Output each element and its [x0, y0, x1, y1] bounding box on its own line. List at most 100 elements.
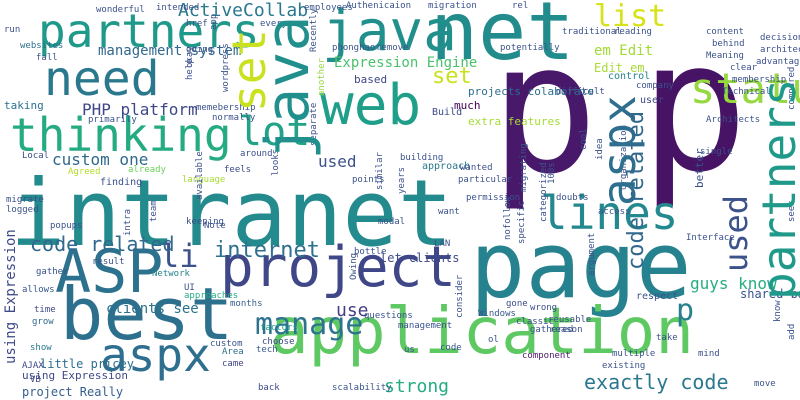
word-Local: time	[34, 305, 56, 315]
word-app: websites	[20, 41, 64, 51]
word-around: show	[30, 343, 52, 353]
word-management-system: exactly code	[584, 370, 729, 394]
word-years: gathered	[530, 325, 574, 335]
word-status: aspx	[100, 328, 211, 382]
word-Agreed: gather	[36, 267, 69, 277]
word-management: UI	[184, 283, 195, 293]
word-ActiveCollab: list	[594, 0, 667, 34]
word-page: page	[470, 212, 692, 319]
word-p-large-1: p	[490, 5, 599, 214]
word-ASP: ASP	[55, 237, 164, 307]
word-available: particular	[458, 175, 513, 185]
word-permission: reason	[550, 325, 583, 335]
word-easy: result	[92, 257, 125, 267]
word-net: net	[430, 0, 575, 78]
word-p-large-2: p	[640, 3, 749, 212]
word-li: status	[690, 64, 800, 113]
word-Edit-em: used	[318, 152, 357, 171]
word-back: us	[404, 345, 415, 355]
word-migrating: consider	[455, 274, 465, 318]
word-tech: component	[522, 351, 571, 361]
word-set: set	[222, 28, 276, 112]
word-custom: classic	[516, 317, 554, 327]
word-allows: custom	[210, 339, 243, 349]
word-run: AJAX	[22, 361, 44, 371]
word-thinking: thinking	[10, 108, 232, 162]
word-logged: cool	[579, 128, 589, 150]
word-inside: keeping	[186, 217, 224, 227]
word-migration: feels	[224, 165, 252, 175]
word-project-Really: clients see	[106, 301, 199, 317]
word-okay: intended	[156, 3, 200, 13]
word-decision: phonghao	[332, 43, 376, 53]
word-code-related: code related	[624, 111, 649, 270]
word-language: grow	[32, 317, 54, 327]
word-looking: Note	[204, 221, 226, 231]
word-code: approach	[422, 161, 471, 172]
word-seek: clear	[730, 63, 758, 73]
word-internet: manage	[255, 307, 364, 342]
word-em-Edit: use	[336, 300, 369, 321]
word-reason: Interface	[686, 233, 735, 243]
word-let-clients: Expression Engine	[334, 55, 478, 71]
word-used: used	[717, 194, 755, 272]
word-crystal: logged	[6, 205, 39, 215]
word-potentially: memebership	[196, 103, 256, 113]
word-company: primarily	[88, 115, 137, 125]
word-guys-know: internet	[214, 238, 320, 263]
word-entry: team	[149, 200, 159, 222]
word-employees: language	[182, 175, 226, 185]
word-wordpress: Authenicaion	[346, 1, 412, 11]
word-multiple: better	[693, 148, 706, 188]
word-Build: extra features	[468, 115, 561, 128]
word-VB: questions	[364, 311, 413, 321]
word-categorized: mind	[698, 349, 720, 359]
word-phonghao: help	[185, 58, 195, 80]
word-help: employees	[304, 3, 353, 13]
word-popups: doubts	[556, 193, 589, 203]
word-UI: respect	[636, 291, 679, 302]
word-PHP-platform: ActiveCollab	[178, 0, 309, 21]
word-months: control	[608, 71, 651, 82]
word-100s: ol	[488, 335, 499, 345]
word-keeping: wanted	[460, 163, 493, 173]
word-component: taking	[4, 99, 44, 112]
word-difficult: normally	[212, 113, 256, 123]
word-manage: lot	[238, 109, 311, 155]
word-check: popups	[50, 221, 83, 231]
word-scalability: months	[230, 299, 263, 309]
word-want: existing	[602, 361, 646, 371]
word-team: migrating	[519, 143, 529, 192]
word-wrong: Build	[432, 107, 463, 118]
word-Interface: Meaning	[706, 51, 744, 61]
word-clients-see: guys know	[690, 274, 777, 293]
word-shared-basic: management system	[98, 43, 242, 59]
word-existing: access	[598, 207, 631, 217]
word-cool: bottle	[354, 247, 387, 257]
word-Authenicaion: already	[128, 165, 166, 175]
word-consider: reusable	[548, 315, 592, 325]
word-based: Edit em	[594, 61, 645, 75]
word-classic: much	[454, 99, 481, 112]
word-specific: add	[787, 323, 797, 340]
word-AJAX: management	[398, 321, 453, 331]
word-finding: allows	[22, 285, 55, 295]
word-approach: let clients	[380, 251, 460, 265]
word-similar: nofollow	[503, 196, 513, 240]
word-membership: traditional	[562, 27, 622, 37]
word-Note: building	[400, 153, 444, 163]
word-wanted: permission	[466, 193, 521, 203]
word-argument: available	[195, 151, 205, 200]
word-feels: approaches	[184, 291, 239, 301]
word-Windows: based	[354, 73, 388, 86]
word-control: project Really	[22, 385, 124, 399]
word-much: projects colaborate	[468, 85, 594, 98]
word-building: years	[397, 166, 407, 194]
word-time: factors	[260, 323, 298, 333]
word-organization: points	[352, 175, 385, 185]
word-list: lines	[540, 186, 679, 240]
word-afetr: intra	[123, 208, 133, 236]
word-everyone: wonderful	[96, 5, 145, 15]
word-clear: company	[636, 81, 674, 91]
